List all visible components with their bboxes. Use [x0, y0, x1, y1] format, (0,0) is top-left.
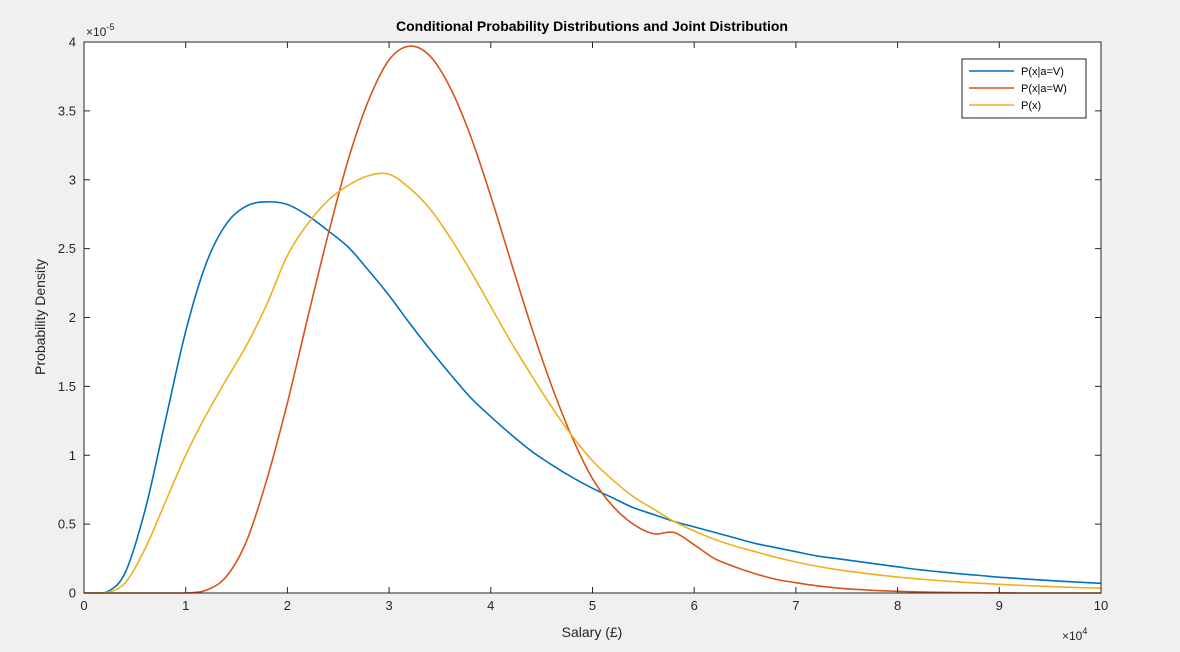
legend-label-1: P(x|a=W) — [1021, 83, 1067, 95]
series-line-1 — [84, 45, 1101, 594]
legend: P(x|a=V) P(x|a=W) P(x) — [961, 58, 1087, 119]
legend-label-2: P(x) — [1021, 100, 1041, 112]
x-tick-label: 5 — [589, 598, 596, 613]
y-tick-label: 3 — [69, 172, 76, 187]
plot-area — [84, 42, 1101, 593]
x-tick-label: 7 — [792, 598, 799, 613]
y-tick-label: 4 — [69, 35, 76, 50]
y-tick-label: 1.5 — [58, 379, 76, 394]
y-exponent-power: -5 — [106, 22, 114, 32]
series-line-0 — [84, 200, 1102, 594]
x-tick-label: 0 — [80, 598, 87, 613]
x-tick-label: 3 — [385, 598, 392, 613]
x-exponent-base: ×10 — [1062, 629, 1083, 643]
y-exponent-base: ×10 — [86, 25, 107, 39]
series-layer — [84, 45, 1102, 594]
chart-title: Conditional Probability Distributions an… — [396, 18, 788, 34]
y-tick-label: 0 — [69, 586, 76, 601]
x-tick-label: 4 — [487, 598, 494, 613]
y-tick-label: 1 — [69, 448, 76, 463]
x-tick-label: 10 — [1094, 598, 1108, 613]
x-tick-label: 2 — [284, 598, 291, 613]
series-line-2 — [84, 172, 1102, 594]
legend-label-0: P(x|a=V) — [1021, 66, 1064, 78]
y-exponent-label: ×10-5 — [86, 22, 114, 39]
ticks-layer: 0 1 2 3 4 5 6 7 8 9 10 0 0.5 1 1.5 2 2.5 3 3.5 4 — [58, 35, 1108, 614]
y-tick-label: 2.5 — [58, 241, 76, 256]
x-tick-label: 9 — [996, 598, 1003, 613]
x-tick-label: 6 — [691, 598, 698, 613]
x-tick-label: 1 — [182, 598, 189, 613]
x-exponent-power: 4 — [1082, 626, 1087, 636]
plot-border — [83, 41, 1102, 594]
x-axis-label: Salary (£) — [562, 624, 623, 640]
y-tick-label: 3.5 — [58, 103, 76, 118]
y-axis-label: Probability Density — [32, 259, 48, 375]
x-exponent-label: ×104 — [1062, 626, 1087, 643]
x-tick-label: 8 — [894, 598, 901, 613]
y-tick-label: 0.5 — [58, 517, 76, 532]
y-tick-label: 2 — [69, 310, 76, 325]
